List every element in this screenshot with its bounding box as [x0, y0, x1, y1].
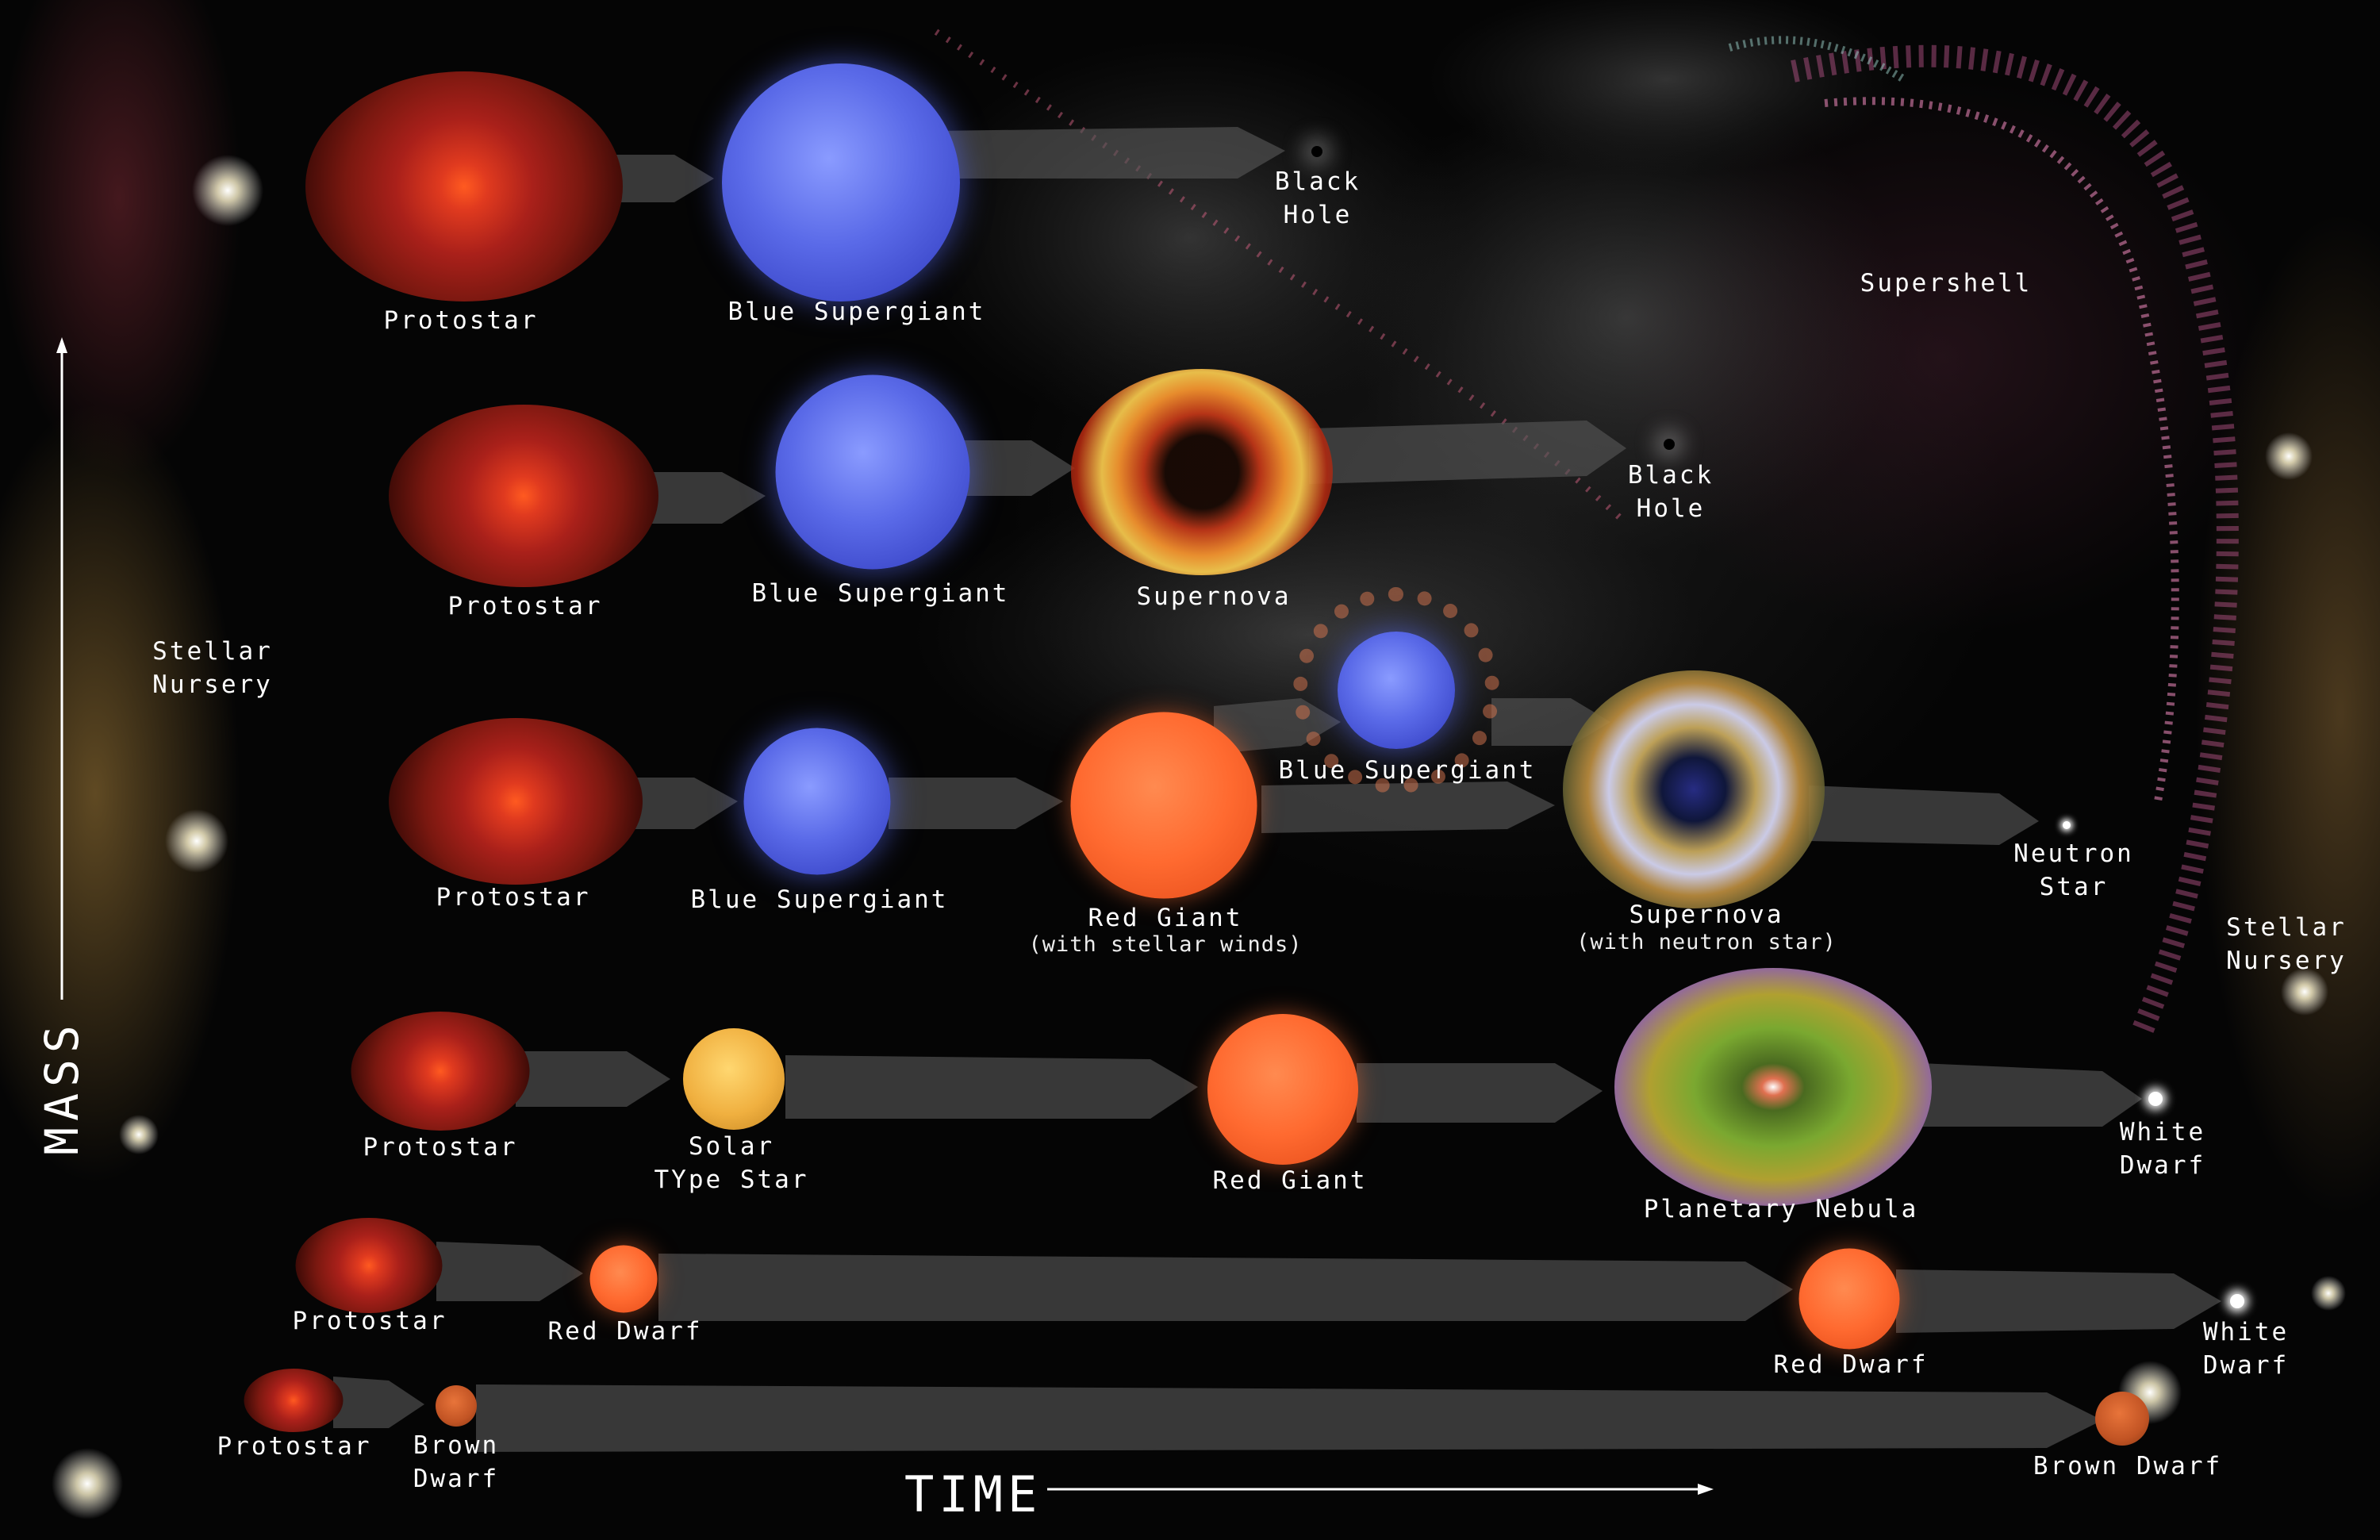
black-hole-1 — [1311, 146, 1322, 157]
red-giant-2 — [1207, 1014, 1358, 1165]
protostar-6 — [244, 1369, 344, 1432]
background-star — [2311, 1276, 2346, 1311]
background-star — [119, 1115, 159, 1154]
protostar-4 — [351, 1012, 530, 1131]
stage-label: Black Hole — [1627, 461, 1714, 523]
stage-label: Supernova — [1629, 901, 1784, 929]
stage-label: Protostar — [447, 592, 603, 620]
stage-label: Brown Dwarf — [413, 1431, 500, 1493]
arrow — [936, 127, 1285, 179]
arrow — [1896, 1269, 2221, 1333]
stage-label: Blue Supergiant — [690, 885, 949, 914]
background-star — [2281, 968, 2328, 1016]
mass-axis-label: MASS — [35, 1019, 89, 1155]
stage-label: Supernova — [1136, 582, 1292, 611]
blue-supergiant-2 — [775, 374, 970, 570]
background-star — [192, 155, 263, 226]
stellar-nursery-left-line2: Nursery — [152, 670, 273, 699]
supershell-filament — [1824, 97, 2179, 802]
arrow — [1809, 785, 2039, 845]
time-axis-arrowhead — [1698, 1484, 1714, 1495]
arrow — [476, 1384, 2102, 1452]
arrow — [1309, 421, 1626, 484]
solar-type-star — [683, 1028, 785, 1130]
supernova-2 — [1563, 670, 1825, 908]
stage-label: Blue Supergiant — [1278, 756, 1537, 785]
stellar-nursery-right-line1: Stellar — [2226, 913, 2347, 942]
stage-label: Red Giant — [1212, 1166, 1368, 1195]
time-axis-label: TIME — [904, 1465, 1042, 1523]
blue-supergiant-3 — [743, 728, 891, 875]
blue-supergiant-1 — [722, 63, 960, 301]
arrow — [436, 1242, 583, 1301]
protostar-2 — [389, 405, 658, 587]
stage-label: Protostar — [436, 883, 591, 912]
arrow — [785, 1055, 1198, 1119]
brown-dwarf-1 — [436, 1385, 477, 1427]
stage-label: Red Giant — [1088, 904, 1243, 932]
supernova-1 — [1071, 369, 1333, 575]
black-hole-2 — [1664, 439, 1675, 450]
background-star — [165, 809, 228, 873]
red-dwarf-1 — [589, 1245, 658, 1313]
protostar-1 — [305, 71, 623, 301]
neutron-star — [2063, 821, 2071, 829]
dust-cloud — [1428, 0, 1904, 175]
background-star — [52, 1448, 123, 1519]
arrow — [960, 440, 1075, 496]
supershell-label: Supershell — [1860, 269, 2033, 298]
mass-axis-arrowhead — [56, 337, 67, 353]
arrow — [516, 1051, 670, 1107]
background-star — [2265, 432, 2313, 480]
red-dwarf-2 — [1798, 1248, 1900, 1350]
white-dwarf-1 — [2148, 1092, 2163, 1106]
red-giant-1 — [1070, 712, 1257, 899]
stellar-nursery-left-line1: Stellar — [152, 637, 273, 666]
stage-label: Red Dwarf — [1773, 1350, 1929, 1379]
stage-label: Protostar — [363, 1133, 518, 1162]
white-dwarf-2 — [2230, 1294, 2244, 1308]
arrow — [627, 472, 766, 524]
stage-label: Red Dwarf — [547, 1317, 703, 1346]
protostar-5 — [295, 1218, 443, 1313]
blue-supergiant-4 — [1338, 632, 1455, 749]
stage-label: Blue Supergiant — [751, 579, 1010, 608]
supershell-filament — [1791, 44, 2239, 1036]
stage-sublabel: (with stellar winds) — [1028, 932, 1303, 957]
stage-label: Black Hole — [1274, 167, 1361, 229]
stage-label: Planetary Nebula — [1643, 1195, 1919, 1223]
planetary-nebula — [1614, 968, 1932, 1206]
arrow — [1261, 782, 1555, 833]
stage-label: White Dwarf — [2119, 1118, 2206, 1180]
arrow — [889, 778, 1063, 829]
stage-label: Solar TYpe Star — [654, 1132, 809, 1194]
stage-label: Neutron Star — [2013, 839, 2134, 901]
stage-label: Protostar — [383, 306, 539, 335]
brown-dwarf-2 — [2095, 1392, 2149, 1446]
stellar-nursery-right-line2: Nursery — [2226, 947, 2347, 975]
stage-label: White Dwarf — [2202, 1318, 2290, 1380]
arrow — [1357, 1063, 1603, 1123]
stage-sublabel: (with neutron star) — [1576, 930, 1837, 954]
protostar-3 — [389, 718, 643, 885]
arrow — [658, 1254, 1793, 1321]
stage-label: Brown Dwarf — [2033, 1452, 2223, 1480]
stage-label: Protostar — [292, 1307, 447, 1335]
arrow — [333, 1377, 424, 1428]
stage-label: Protostar — [217, 1432, 372, 1461]
stage-label: Blue Supergiant — [727, 298, 986, 326]
arrow — [635, 778, 738, 829]
arrow — [1920, 1063, 2142, 1127]
